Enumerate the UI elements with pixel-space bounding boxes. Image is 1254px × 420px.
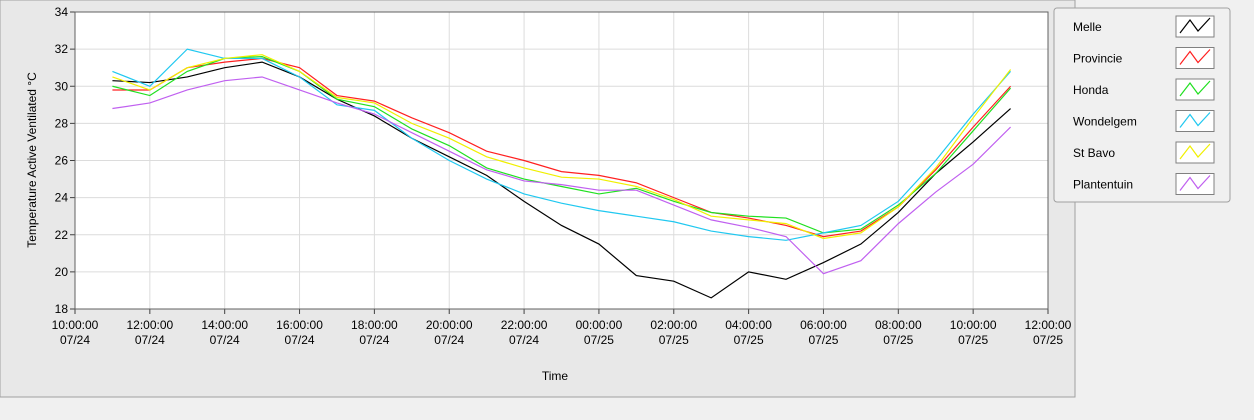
x-tick-label: 08:00:00 07/25 (875, 318, 922, 347)
y-tick-label: 32 (55, 42, 69, 56)
x-tick-label: 04:00:00 07/25 (725, 318, 772, 347)
y-tick-label: 18 (55, 302, 69, 316)
legend-line (1179, 49, 1211, 65)
y-axis-label: Temperature Active Ventilated °C (25, 72, 39, 248)
y-tick-label: 22 (55, 228, 69, 242)
series-line (112, 61, 1011, 299)
x-tick-label: 22:00:00 07/24 (501, 318, 548, 347)
plot-frame (74, 11, 1049, 310)
series-line (112, 55, 1012, 234)
x-tick-label: 06:00:00 07/25 (800, 318, 847, 347)
legend-label: Honda (1073, 83, 1109, 97)
y-tick-label: 26 (55, 154, 69, 168)
legend-line (1179, 143, 1211, 160)
x-tick-label: 10:00:00 07/25 (950, 318, 997, 347)
legend-label: Provincie (1073, 52, 1123, 66)
legend-line (1179, 80, 1211, 97)
x-tick-label: 12:00:00 07/24 (126, 318, 173, 347)
legend-label: Wondelgem (1073, 115, 1137, 129)
x-tick-label: 20:00:00 07/24 (426, 318, 473, 347)
y-tick-label: 28 (55, 116, 69, 130)
x-tick-label: 14:00:00 07/24 (201, 318, 248, 347)
y-tick-label: 24 (55, 191, 69, 205)
series-line (112, 54, 1012, 240)
x-tick-label: 16:00:00 07/24 (276, 318, 323, 347)
x-tick-label: 18:00:00 07/24 (351, 318, 398, 347)
x-tick-label: 12:00:00 07/25 (1025, 318, 1072, 347)
legend-label: Plantentuin (1073, 178, 1133, 192)
y-tick-label: 20 (55, 265, 69, 279)
x-tick-label: 00:00:00 07/25 (576, 318, 623, 347)
x-axis-label: Time (542, 369, 569, 383)
x-tick-label: 10:00:00 07/24 (52, 318, 99, 347)
x-tick-label: 02:00:00 07/25 (650, 318, 697, 347)
legend-label: St Bavo (1073, 146, 1115, 160)
series-line (112, 48, 1012, 241)
legend-line (1179, 17, 1211, 34)
legend-line (1179, 175, 1211, 191)
y-tick-label: 34 (55, 5, 69, 19)
series-line (112, 76, 1011, 275)
legend-line (1179, 112, 1211, 128)
y-tick-label: 30 (55, 79, 69, 93)
legend-label: Melle (1073, 20, 1102, 34)
